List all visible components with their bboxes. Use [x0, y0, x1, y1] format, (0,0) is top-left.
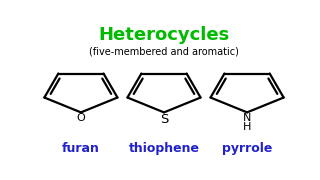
Text: S: S [160, 113, 168, 126]
Text: N: N [243, 113, 251, 123]
Text: Heterocycles: Heterocycles [98, 26, 230, 44]
Text: O: O [76, 113, 85, 123]
Text: (five-membered and aromatic): (five-membered and aromatic) [89, 47, 239, 57]
Text: furan: furan [62, 142, 100, 155]
Text: thiophene: thiophene [129, 142, 199, 155]
Text: pyrrole: pyrrole [222, 142, 272, 155]
Text: H: H [243, 122, 251, 132]
